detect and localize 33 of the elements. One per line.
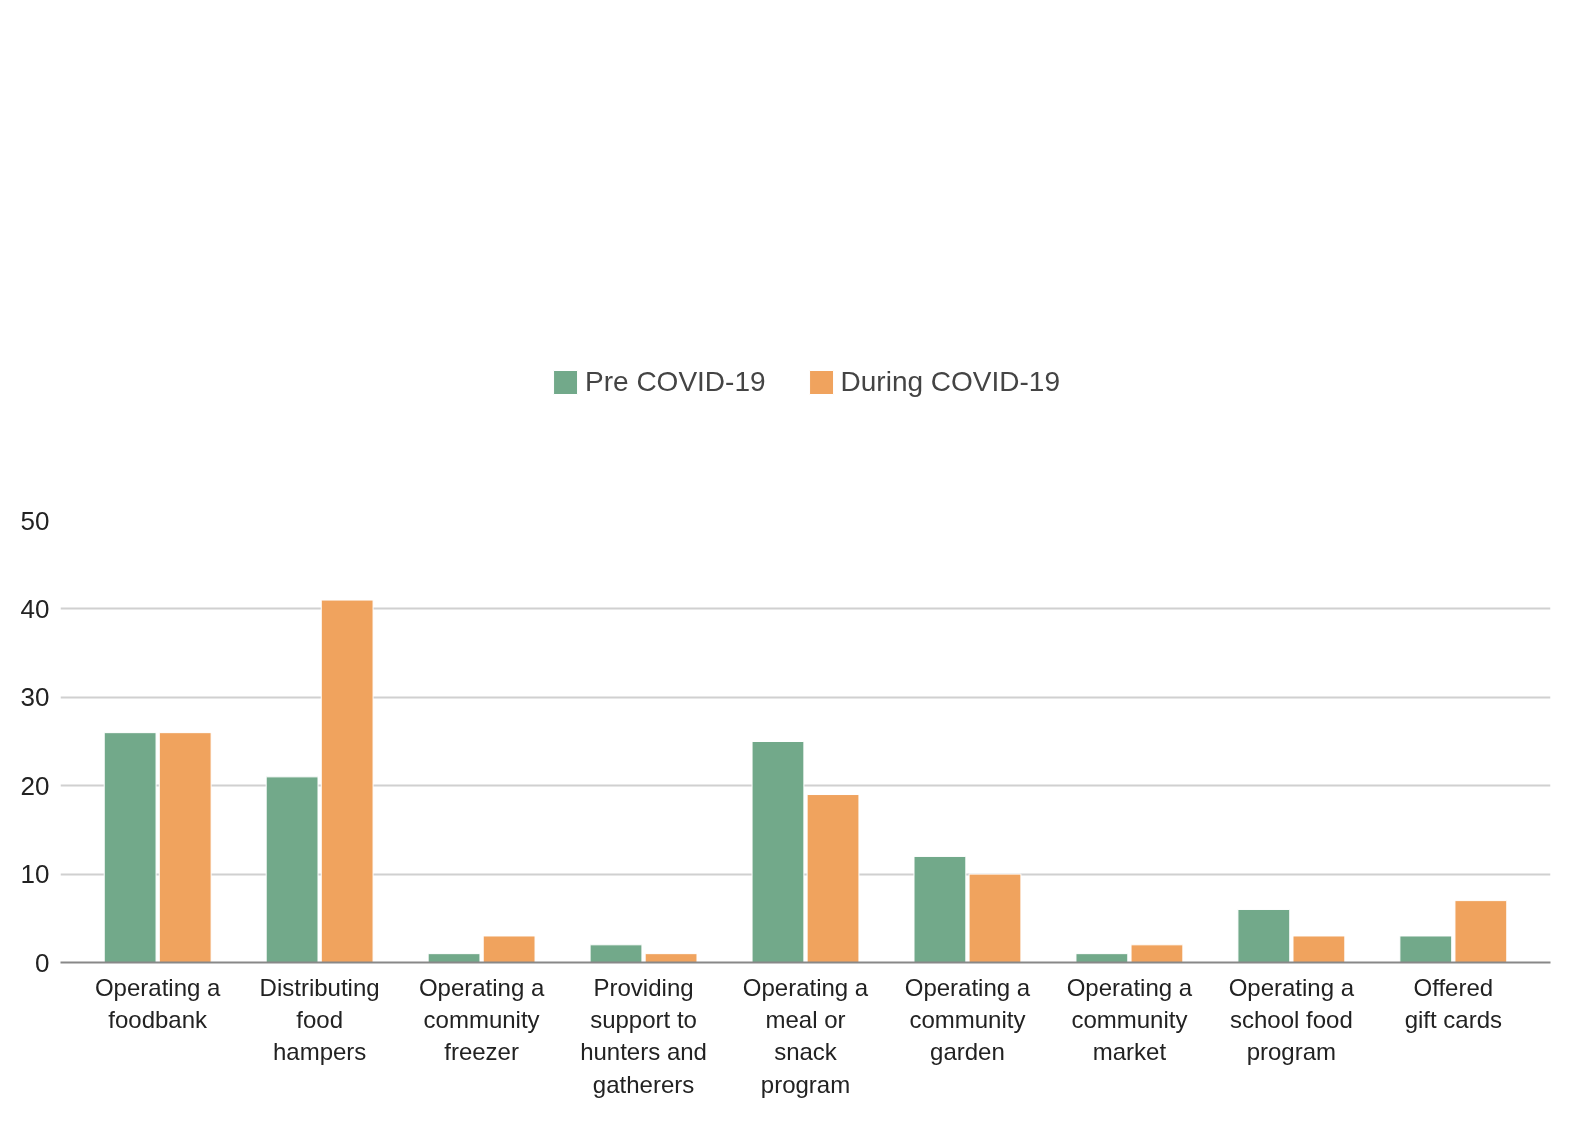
bar [265, 776, 319, 963]
x-tick-label: Operating a foodbank [94, 973, 222, 1033]
bar [103, 732, 157, 963]
bar [1454, 900, 1508, 963]
bar [968, 873, 1022, 963]
y-tick-label: 10 [20, 859, 50, 890]
y-tick-label: 30 [20, 682, 50, 713]
bar [1075, 953, 1129, 963]
x-tick-label: Operating a school food program [1228, 973, 1355, 1066]
legend-label: Pre COVID-19 [585, 366, 766, 398]
legend-label: During COVID-19 [840, 366, 1060, 398]
bar [589, 944, 643, 963]
y-tick-label: 20 [20, 770, 50, 801]
bar [1292, 935, 1346, 963]
bar [644, 953, 698, 963]
bar [320, 599, 374, 963]
y-tick-label: 40 [20, 593, 50, 624]
bar [1399, 935, 1453, 963]
x-tick-label: Operating a community market [1066, 973, 1193, 1066]
bar [427, 953, 481, 963]
bar [482, 935, 536, 963]
bar [158, 732, 212, 963]
x-tick-label: Operating a community garden [904, 973, 1031, 1066]
y-tick-label: 0 [35, 947, 50, 978]
x-tick-label: Providing support to hunters and gatherers [580, 973, 707, 1098]
bar [1237, 908, 1291, 963]
y-tick-label: 50 [20, 505, 50, 536]
bar [913, 855, 967, 963]
x-tick-label: Operating a community freezer [418, 973, 545, 1066]
bar [1130, 944, 1184, 963]
x-tick-label: Operating a meal or snack program [742, 973, 869, 1098]
x-tick-label: Distributing food hampers [259, 973, 380, 1066]
x-tick-label: Offered gift cards [1404, 973, 1503, 1033]
